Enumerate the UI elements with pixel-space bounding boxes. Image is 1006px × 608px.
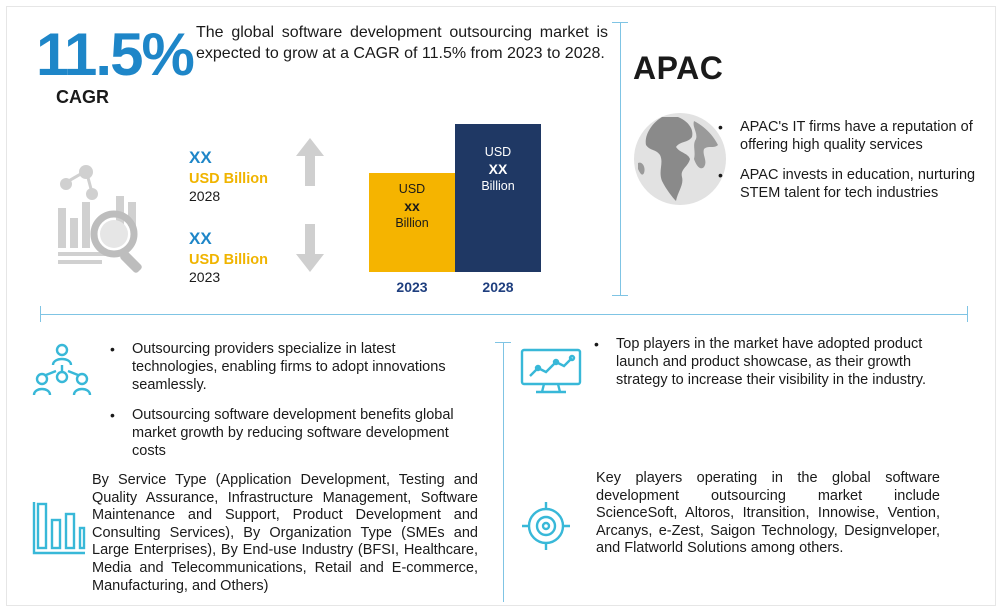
market-value-2023: XX	[189, 229, 212, 248]
bar-chart-icon	[32, 502, 86, 555]
divider-tick-top	[612, 22, 628, 23]
hdivider-tick-right	[967, 306, 968, 322]
strategy-block: Top players in the market have adopted p…	[588, 335, 938, 401]
globe-icon	[634, 113, 726, 205]
region-points: APAC's IT firms have a reputation of off…	[712, 118, 982, 214]
bar-2028-label-unit: Billion	[481, 179, 515, 193]
bar-2028-year-label: 2028	[482, 279, 514, 295]
bar-2028-label-value: XX	[488, 161, 508, 177]
bar-2023-year-label: 2023	[396, 279, 428, 295]
market-size-2023: XX USD Billion 2023	[189, 229, 268, 285]
analytics-magnifier-icon	[58, 165, 142, 273]
bar-2023-label-value: xx	[404, 198, 420, 214]
hdivider-tick-left	[40, 306, 41, 322]
top-vertical-divider	[620, 22, 621, 296]
bar-2023-label-unit: Billion	[395, 216, 429, 230]
bar-2028-label-usd: USD	[484, 145, 512, 159]
market-unit-2028: USD Billion	[189, 171, 268, 187]
monitor-trend-icon	[520, 348, 582, 394]
market-unit-2023: USD Billion	[189, 252, 268, 268]
bottom-vertical-divider	[503, 342, 504, 602]
region-title: APAC	[633, 50, 724, 86]
driver-point-2: Outsourcing software development benefit…	[104, 406, 484, 460]
arrow-down-icon	[296, 224, 324, 272]
strategy-point: Top players in the market have adopted p…	[588, 335, 938, 389]
region-point-1: APAC's IT firms have a reputation of off…	[712, 118, 982, 154]
market-description: The global software development outsourc…	[196, 24, 608, 62]
market-size-2028: XX USD Billion 2028	[189, 148, 268, 204]
horizontal-divider	[40, 314, 968, 315]
bar-2023-label-usd: USD	[398, 182, 426, 196]
cagr-label: CAGR	[56, 87, 109, 107]
driver-points: Outsourcing providers specialize in late…	[104, 340, 484, 472]
segments-text: By Service Type (Application Development…	[92, 472, 478, 594]
network-people-icon	[32, 343, 92, 396]
infographic-frame	[6, 6, 996, 606]
market-value-2028: XX	[189, 148, 212, 167]
cagr-value: 11.5%	[36, 21, 195, 88]
key-players-text: Key players operating in the global soft…	[596, 470, 940, 557]
driver-point-1: Outsourcing providers specialize in late…	[104, 340, 484, 394]
market-year-2028: 2028	[189, 188, 221, 204]
bar-2028: USD XX Billion	[455, 124, 541, 272]
bar-2023: USD xx Billion	[369, 173, 455, 272]
target-icon	[522, 502, 570, 550]
divider-tick-bottom	[612, 295, 628, 296]
region-point-2: APAC invests in education, nurturing STE…	[712, 166, 982, 202]
arrow-up-icon	[296, 138, 324, 186]
bdivider-tick-top	[495, 342, 511, 343]
market-year-2023: 2023	[189, 269, 221, 285]
